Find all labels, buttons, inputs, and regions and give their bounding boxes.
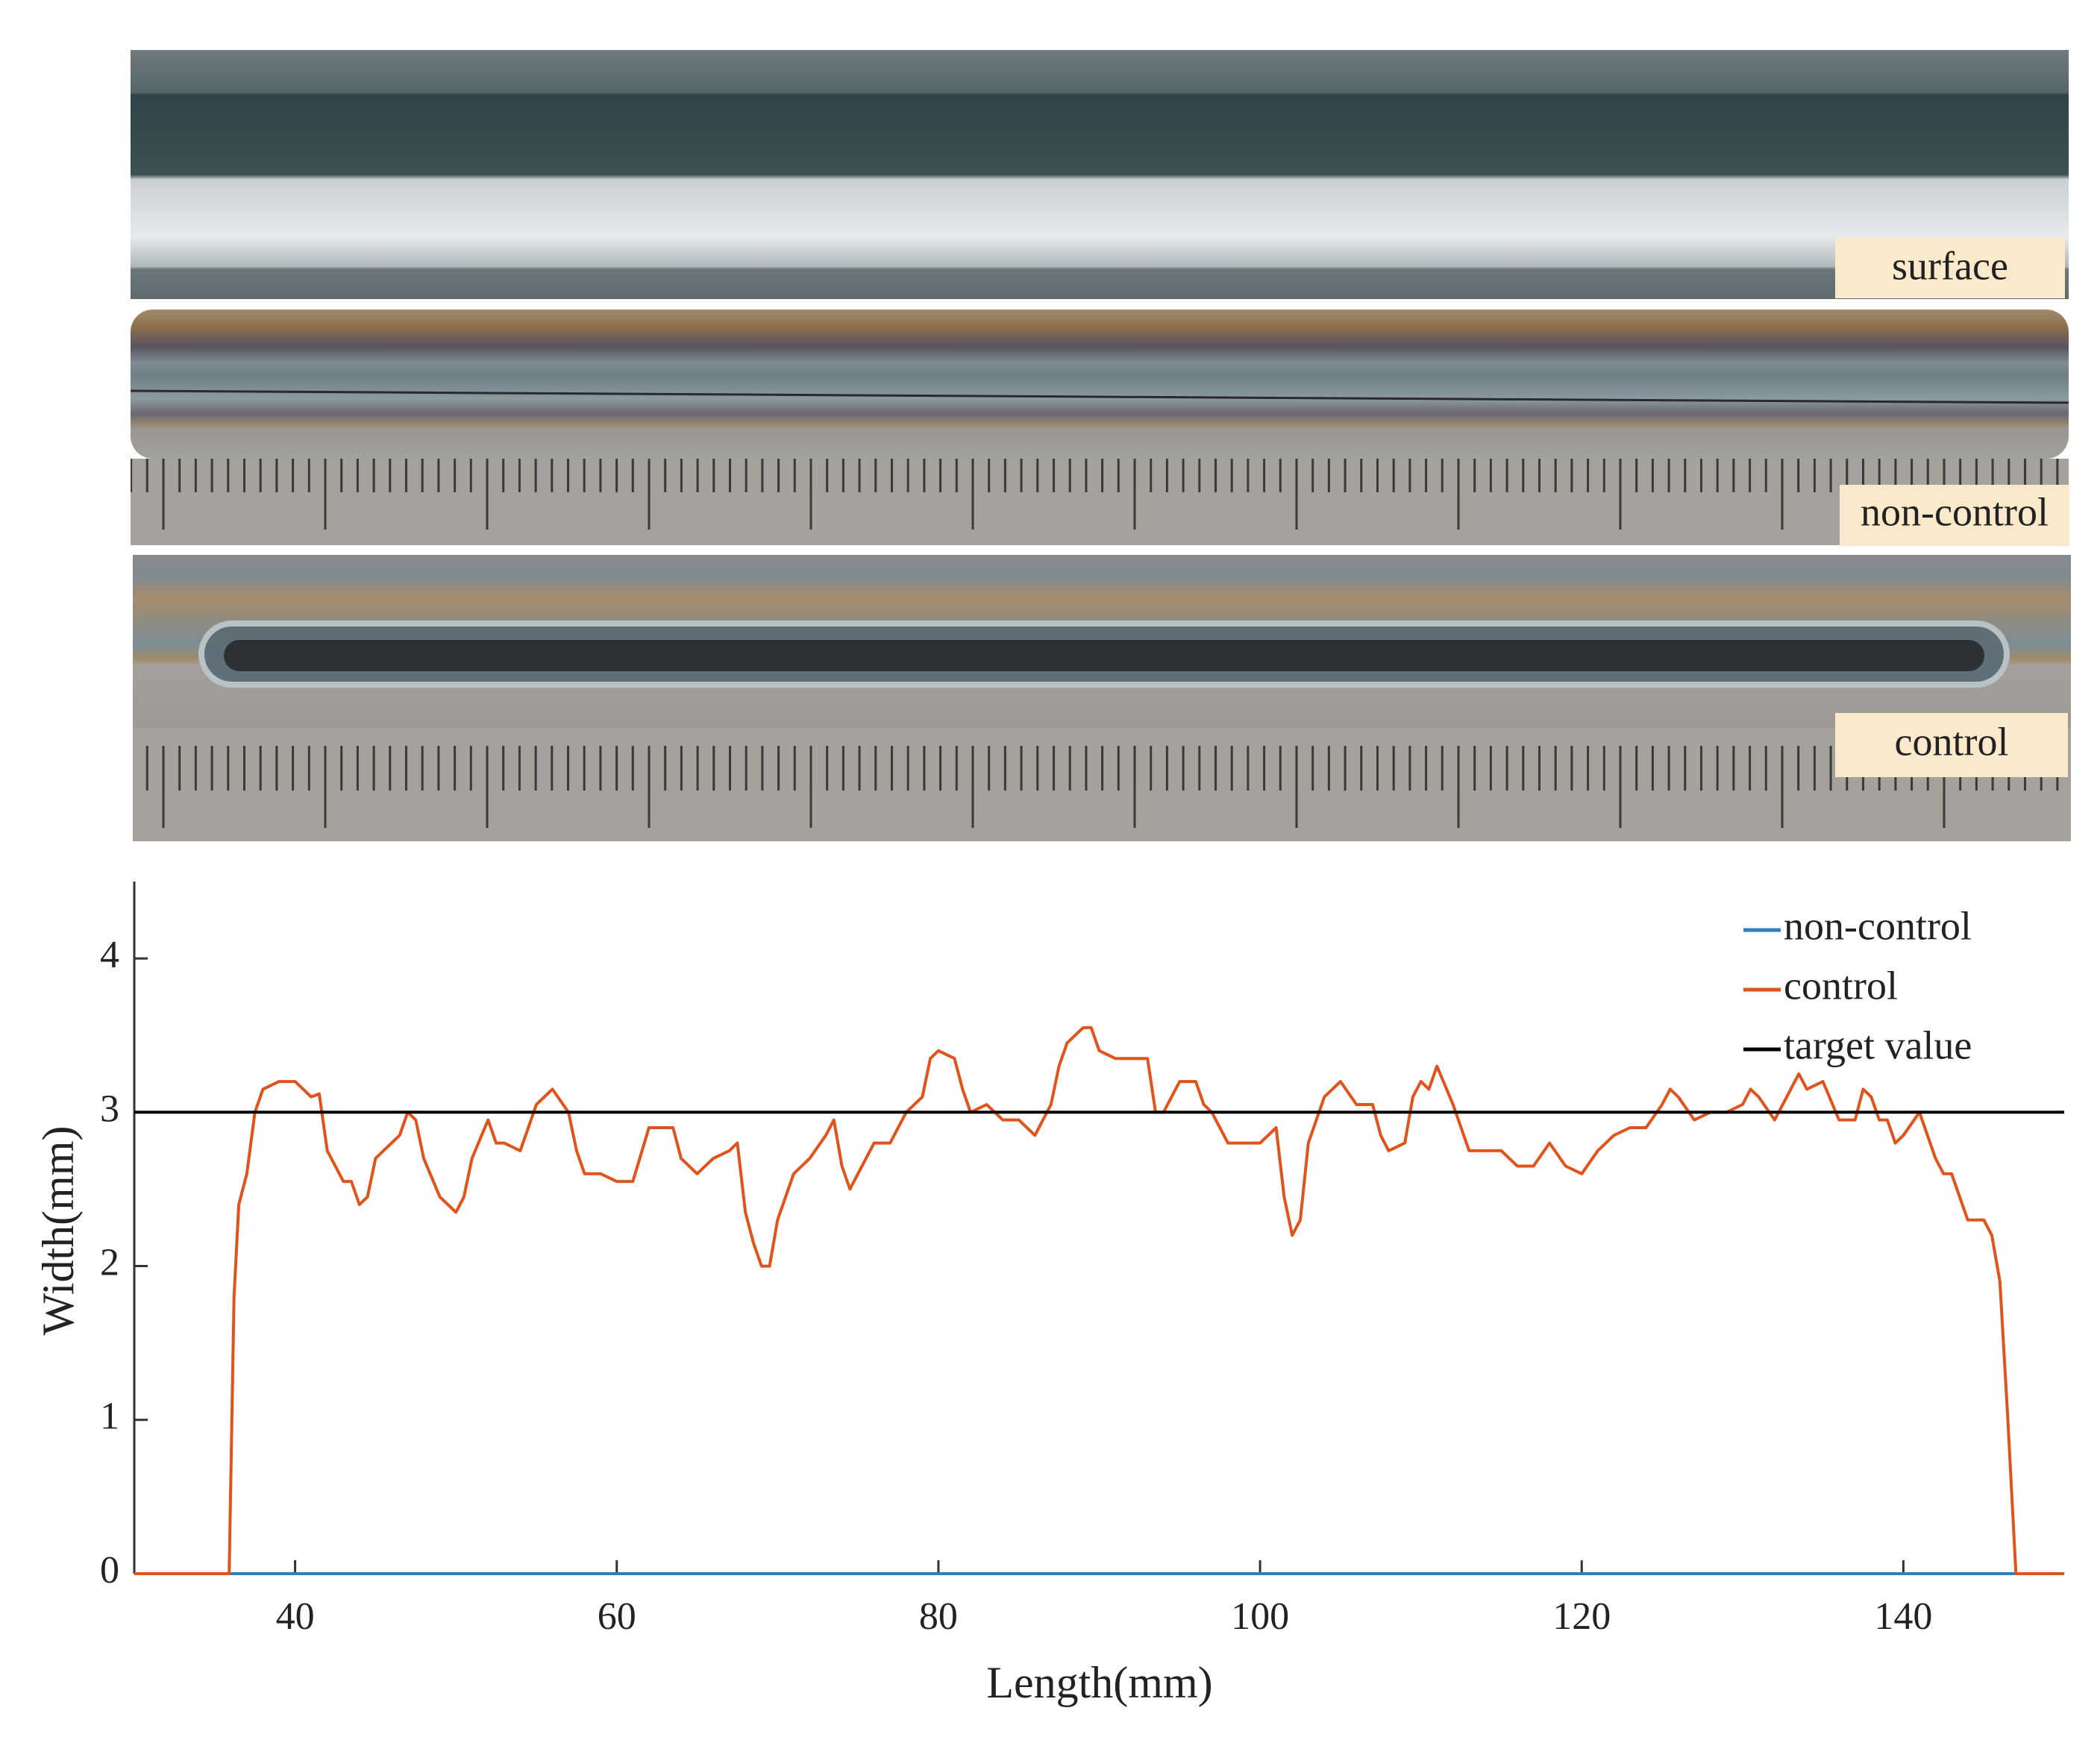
y-tick-label: 1 bbox=[100, 1395, 119, 1438]
x-tick-label: 60 bbox=[598, 1595, 636, 1638]
x-axis-label: Length(mm) bbox=[986, 1658, 1212, 1707]
photo-label: non-control bbox=[1861, 489, 2049, 534]
y-tick-label: 0 bbox=[100, 1549, 119, 1592]
legend-label: non-control bbox=[1784, 903, 1972, 948]
x-tick-label: 120 bbox=[1552, 1595, 1611, 1638]
x-tick-label: 80 bbox=[919, 1595, 958, 1638]
y-axis-label: Width(mm) bbox=[34, 1126, 83, 1336]
photo-control: control bbox=[133, 555, 2071, 841]
photo-label: surface bbox=[1892, 243, 2008, 288]
y-tick-label: 2 bbox=[100, 1241, 119, 1284]
photo-label: control bbox=[1895, 719, 2009, 764]
legend-label: control bbox=[1784, 963, 1898, 1008]
y-tick-label: 4 bbox=[100, 934, 119, 976]
photo-surface: surface bbox=[131, 50, 2069, 299]
photo-non-control: non-control bbox=[130, 310, 2069, 546]
y-tick-label: 3 bbox=[100, 1087, 119, 1130]
x-tick-label: 140 bbox=[1874, 1595, 1932, 1638]
x-tick-label: 40 bbox=[276, 1595, 315, 1638]
x-tick-label: 100 bbox=[1231, 1595, 1289, 1638]
chart: Length(mm) Width(mm) 0 1 2 3 4 40 60 80 100 120 14… bbox=[34, 882, 2064, 1707]
series-line bbox=[134, 1026, 2064, 1575]
legend-label: target value bbox=[1784, 1023, 1972, 1067]
